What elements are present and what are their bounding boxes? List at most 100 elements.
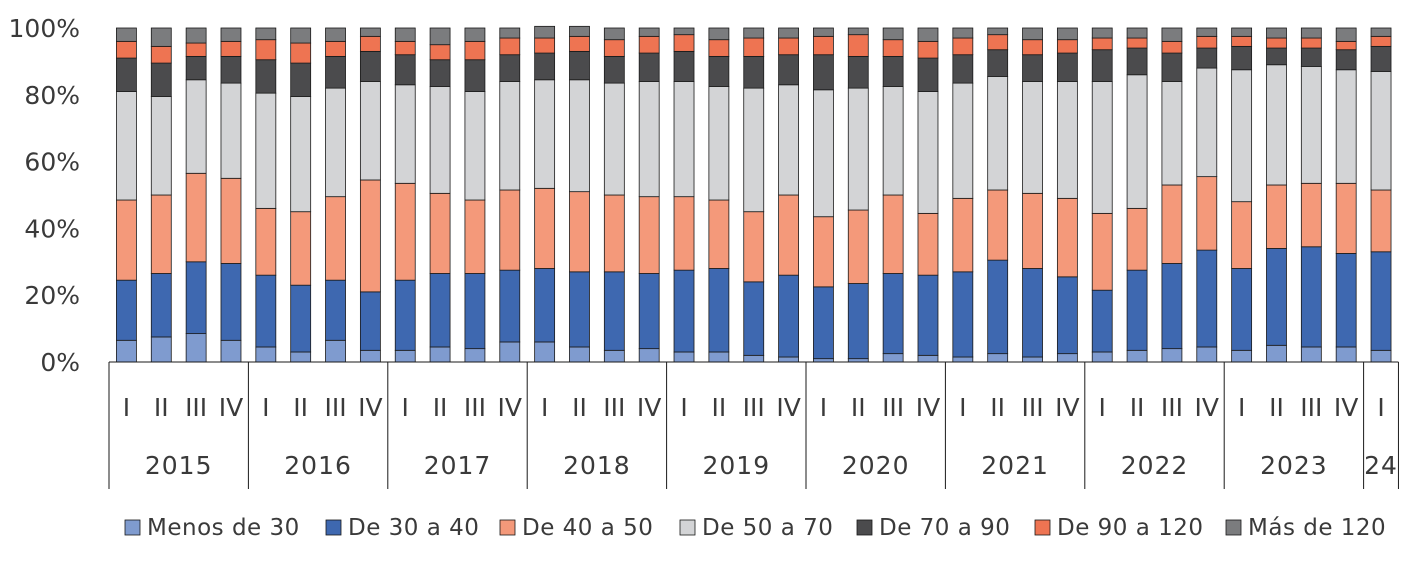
bar-segment <box>325 40 346 57</box>
year-tick-label: 24 <box>1364 451 1398 480</box>
bar-segment <box>813 27 834 37</box>
bar-segment <box>534 79 556 189</box>
bar-segment <box>1056 27 1078 41</box>
bar-segment <box>1300 47 1322 67</box>
bar-stack <box>1091 27 1113 363</box>
bar-segment <box>1196 176 1218 251</box>
bar-segment <box>952 37 974 56</box>
bar-segment <box>220 263 242 341</box>
bar-segment <box>1266 344 1287 363</box>
bar-segment <box>1091 37 1113 51</box>
quarter-tick-label: III <box>1161 393 1183 422</box>
quarter-tick-label: I <box>262 393 269 422</box>
bar-segment <box>220 27 242 42</box>
bar-segment <box>1300 246 1322 348</box>
bar-segment <box>1231 69 1253 203</box>
bar-segment <box>290 351 312 363</box>
bar-segment <box>290 211 312 286</box>
bar-segment <box>778 194 799 276</box>
bar-segment <box>1022 192 1043 269</box>
quarter-tick-label: III <box>1021 393 1043 422</box>
year-tick-label: 2018 <box>563 451 631 480</box>
bar-segment <box>603 39 625 57</box>
quarter-tick-label: III <box>603 393 625 422</box>
bar-segment <box>1370 35 1392 47</box>
bar-segment <box>569 271 590 348</box>
year-tick-label: 2019 <box>702 451 770 480</box>
bar-segment <box>743 27 765 39</box>
quarter-tick-label: II <box>712 393 727 422</box>
bar-segment <box>429 44 451 61</box>
legend: Menos de 30 De 30 a 40 De 40 a 50 De 50 a 7… <box>124 515 1386 541</box>
bar-segment <box>534 37 556 54</box>
year-tick-label: 2021 <box>981 451 1049 480</box>
bar-segment <box>708 199 730 269</box>
bar-segment <box>882 273 904 355</box>
bar-segment <box>1056 81 1078 199</box>
bar-segment <box>220 339 242 363</box>
legend-swatch <box>1225 519 1242 536</box>
bar-segment <box>638 52 660 82</box>
bar-segment <box>708 55 730 87</box>
bar-segment <box>185 27 207 44</box>
bar-segment <box>1056 197 1078 278</box>
bar-segment <box>708 351 730 363</box>
bar-segment <box>952 27 974 39</box>
bar-segment <box>847 87 869 211</box>
bar-segment <box>1161 40 1183 54</box>
bar-segment <box>1126 47 1148 76</box>
bar-segment <box>1022 356 1043 363</box>
bar-segment <box>1091 212 1113 291</box>
y-tick-label: 40% <box>24 214 80 243</box>
bar-segment <box>847 358 869 363</box>
legend-label: De 70 a 90 <box>879 515 1010 541</box>
bar-segment <box>255 59 277 94</box>
bar-stack <box>116 27 137 363</box>
year-tick-label: 2020 <box>842 451 910 480</box>
bar-segment <box>987 259 1009 355</box>
bar-segment <box>987 27 1009 36</box>
bar-segment <box>987 49 1009 77</box>
bar-segment <box>569 79 590 193</box>
bar-segment <box>778 84 799 196</box>
bar-stack <box>987 27 1009 363</box>
bar-segment <box>429 86 451 194</box>
bar-segment <box>1300 346 1322 363</box>
bar-segment <box>534 25 556 39</box>
bar-segment <box>1266 37 1287 49</box>
bar-segment <box>1231 45 1253 71</box>
bar-segment <box>917 91 939 214</box>
bar-segment <box>534 52 556 81</box>
bar-segment <box>638 81 660 198</box>
legend-item: De 90 a 120 <box>1034 515 1203 541</box>
bar-segment <box>673 351 695 363</box>
bar-stack <box>813 27 834 363</box>
bar-segment <box>917 212 939 276</box>
quarter-tick-label: II <box>1130 393 1145 422</box>
bar-segment <box>1370 45 1392 72</box>
bar-stack <box>603 27 625 363</box>
bar-segment <box>359 81 381 181</box>
quarter-tick-label: IV <box>776 393 800 422</box>
legend-item: Menos de 30 <box>124 515 299 541</box>
bar-stack <box>499 27 521 363</box>
bar-segment <box>1161 52 1183 82</box>
bar-segment <box>1126 37 1148 49</box>
bar-segment <box>1266 248 1287 346</box>
y-tick-label: 20% <box>24 281 80 310</box>
bar-segment <box>1370 27 1392 37</box>
bar-stack <box>185 27 207 363</box>
bar-segment <box>359 179 381 293</box>
bar-segment <box>1266 47 1287 66</box>
bar-segment <box>603 55 625 84</box>
bar-segment <box>638 273 660 350</box>
bar-segment <box>499 27 521 39</box>
bar-segment <box>394 54 416 86</box>
bar-segment <box>708 268 730 353</box>
quarter-tick-label: III <box>882 393 904 422</box>
bar-segment <box>1370 251 1392 351</box>
year-tick-label: 2017 <box>424 451 492 480</box>
bar-segment <box>813 35 834 56</box>
bar-segment <box>778 274 799 358</box>
bar-segment <box>1266 64 1287 186</box>
